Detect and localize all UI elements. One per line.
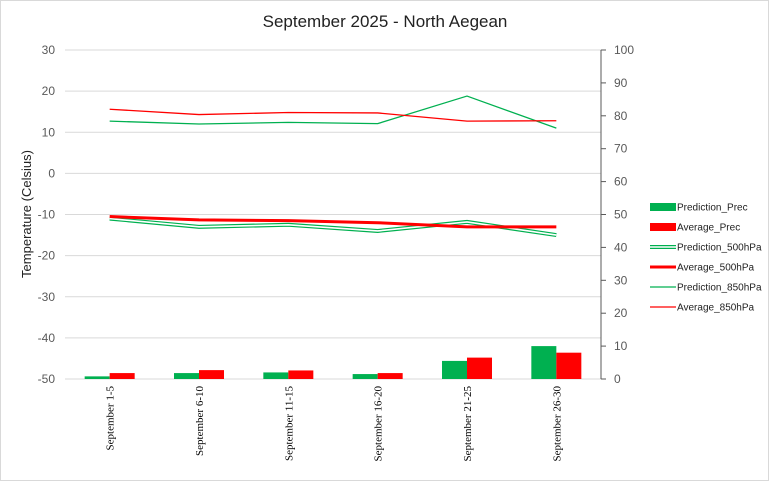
y2-tick-label: 20	[614, 306, 628, 320]
y2-tick-label: 100	[614, 43, 634, 57]
series-line	[109, 108, 557, 122]
x-tick-label: September 16-20	[373, 386, 385, 462]
bar	[377, 373, 403, 379]
bar	[199, 370, 224, 379]
y2-tick-label: 60	[614, 175, 628, 189]
bar	[531, 346, 557, 379]
y2-tick-label: 10	[614, 339, 628, 353]
y-tick-label: 20	[42, 84, 56, 98]
legend-label: Average_500hPa	[677, 263, 755, 274]
bar	[174, 373, 199, 379]
series-line	[109, 95, 557, 129]
bar	[288, 370, 314, 379]
y2-tick-label: 40	[614, 240, 628, 254]
y-tick-label: 0	[48, 166, 55, 180]
y-tick-label: 10	[42, 125, 56, 139]
bar	[556, 352, 582, 379]
grid	[65, 49, 601, 380]
y2-tick-label: 80	[614, 109, 628, 123]
legend-label: Prediction_500hPa	[677, 243, 762, 254]
y2-tick-label: 0	[614, 372, 621, 386]
legend-label: Average_Prec	[677, 223, 740, 234]
y-tick-label: -10	[38, 208, 56, 222]
axes: -50 -40 -30 -20 -10 0 10 20 30 0 10 20 30 40 50 60 70 80 9…	[38, 43, 635, 461]
y2-tick-label: 90	[614, 76, 628, 90]
y-tick-label: -30	[38, 290, 56, 304]
y-tick-label: -50	[38, 372, 56, 386]
x-tick-label: September 26-30	[551, 386, 563, 462]
series-line	[109, 215, 557, 229]
y-axis-label: Temperature (Celsius)	[19, 150, 34, 278]
y2-tick-label: 70	[614, 142, 628, 156]
x-tick-label: September 1-5	[105, 386, 117, 451]
legend-label: Average_850hPa	[677, 303, 755, 314]
bars	[84, 346, 582, 379]
y2-tick-label: 50	[614, 208, 628, 222]
bar	[352, 374, 378, 379]
x-tick-label: September 21-25	[462, 386, 474, 462]
bar	[263, 372, 289, 379]
bar	[442, 360, 467, 379]
x-tick-label: September 6-10	[194, 386, 206, 456]
bar	[467, 357, 492, 379]
legend-label: Prediction_850hPa	[677, 283, 762, 294]
bar	[109, 373, 135, 379]
x-tick-label: September 11-15	[283, 386, 295, 462]
y2-tick-label: 30	[614, 273, 628, 287]
y-tick-label: -20	[38, 249, 56, 263]
chart-title: September 2025 - North Aegean	[263, 12, 508, 31]
y-tick-label: 30	[42, 43, 56, 57]
y-tick-label: -40	[38, 331, 56, 345]
legend-swatch	[650, 223, 676, 231]
legend-label: Prediction_Prec	[677, 203, 748, 214]
lines	[109, 95, 557, 238]
legend: Prediction_Prec Average_Prec Prediction_50…	[650, 203, 762, 314]
bar	[84, 376, 110, 379]
legend-swatch	[650, 203, 676, 211]
series-line-inner	[109, 217, 557, 236]
